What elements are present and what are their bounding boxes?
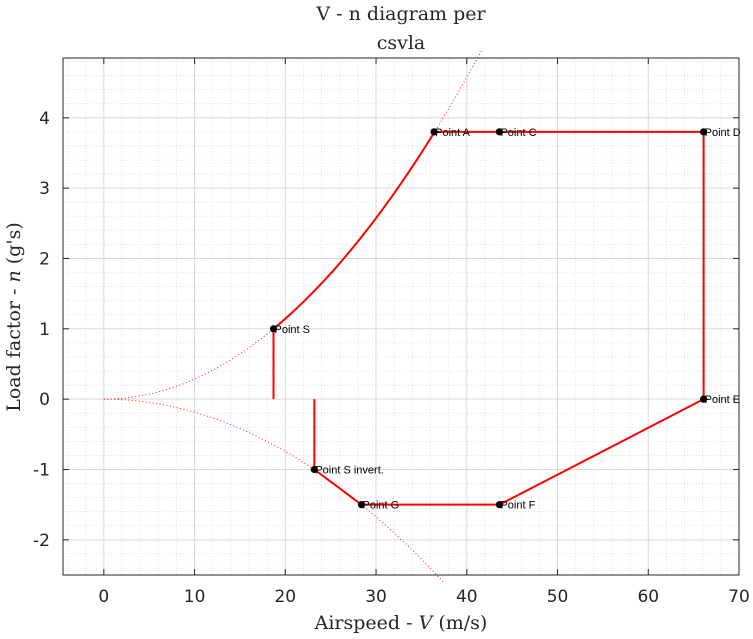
x-tick-label: 40 (456, 587, 478, 607)
x-tick-label: 0 (98, 587, 109, 607)
y-tick-labels: -2 -1 0 1 2 3 4 (33, 109, 50, 551)
minor-grid (63, 58, 739, 575)
envelope-point-label: Point E (705, 394, 740, 406)
chart-title-line-1: V - n diagram per (315, 3, 486, 25)
envelope-point-marker (269, 325, 278, 333)
envelope-point-marker (357, 501, 366, 509)
axes-box (62, 57, 740, 576)
envelope-point-label: Point S invert. (315, 464, 383, 476)
y-tick-label: 2 (39, 249, 50, 269)
envelope-point-marker (310, 465, 318, 474)
axes (62, 57, 740, 576)
envelope-point-label: Point D (705, 127, 741, 139)
envelope-point-label: Point G (363, 500, 400, 512)
stall-curves (103, 50, 482, 583)
envelope-point-marker (700, 128, 708, 136)
x-tick-labels: 0 10 20 30 40 50 60 70 (98, 587, 749, 607)
flight-envelope (272, 130, 705, 506)
y-tick-label: 1 (39, 320, 50, 340)
x-tick-label: 50 (547, 587, 569, 607)
stall-curve-positive (103, 50, 482, 400)
y-tick-label: -2 (33, 531, 50, 551)
y-axis-label-prefix: Load factor - (3, 283, 25, 412)
stall-curve-negative (103, 398, 444, 583)
y-tick-label: 0 (39, 390, 50, 410)
envelope-points: Point A Point C Point D Point S Point E Point… (269, 127, 741, 512)
envelope-point-label: Point A (435, 127, 471, 139)
x-tick-label: 20 (274, 587, 296, 607)
x-axis-label-unit: (m/s) (432, 612, 487, 634)
chart-title-line-2: csvla (377, 32, 426, 54)
envelope-point-label: Point C (500, 127, 536, 139)
x-axis-label: Airspeed - V (m/s) (314, 612, 488, 634)
y-axis-label-symbol: n (3, 270, 25, 282)
envelope-point-marker (495, 501, 504, 509)
y-axis-label-unit: (g's) (3, 222, 25, 270)
x-tick-label: 60 (637, 587, 659, 607)
plot-background (63, 58, 739, 575)
y-tick-label: 4 (39, 109, 50, 129)
envelope-point-marker (495, 128, 504, 136)
envelope-point-marker (430, 128, 438, 136)
y-axis-label: Load factor - n (g's) (3, 222, 25, 412)
x-axis-label-symbol: V (419, 612, 435, 634)
envelope-point-marker (700, 395, 708, 403)
envelope-point-label: Point S (275, 324, 310, 336)
envelope-segment (313, 468, 363, 506)
y-tick-label: 3 (39, 179, 50, 199)
x-tick-label: 10 (184, 587, 206, 607)
x-tick-label: 70 (728, 587, 750, 607)
x-tick-label: 30 (365, 587, 387, 607)
envelope-point-label: Point F (500, 500, 535, 512)
x-axis-label-prefix: Airspeed - (314, 612, 419, 634)
envelope-segment (498, 398, 705, 506)
y-tick-label: -1 (33, 460, 50, 480)
envelope-segment (272, 131, 436, 330)
